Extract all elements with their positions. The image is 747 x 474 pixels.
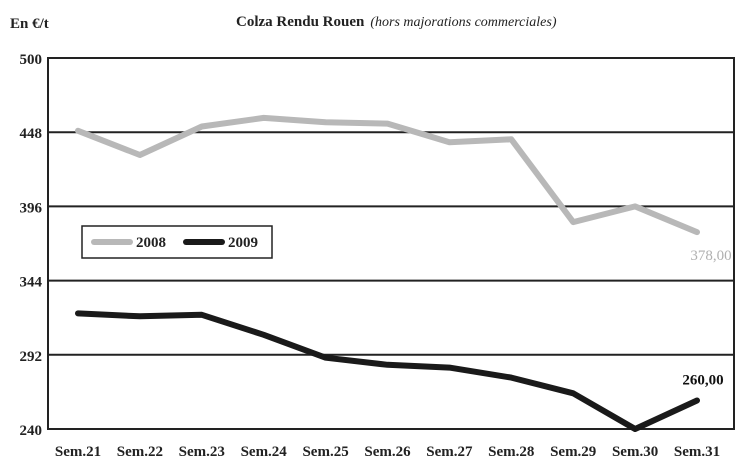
plot-frame bbox=[47, 57, 735, 430]
data-point-2008 bbox=[262, 116, 265, 119]
legend-label-2009: 2009 bbox=[228, 235, 258, 251]
x-tick-label: Sem.23 bbox=[179, 444, 225, 460]
data-point-2009 bbox=[262, 333, 265, 336]
unit-label: En €/t bbox=[10, 16, 49, 32]
x-tick-label: Sem.29 bbox=[550, 444, 596, 460]
data-label-2009: 260,00 bbox=[682, 372, 723, 388]
y-tick-label: 500 bbox=[20, 52, 43, 68]
legend-label-2008: 2008 bbox=[136, 235, 166, 251]
x-tick-label: Sem.31 bbox=[674, 444, 720, 460]
y-tick-label: 240 bbox=[20, 423, 43, 439]
data-point-2008 bbox=[386, 122, 389, 125]
y-tick-label: 396 bbox=[20, 200, 43, 216]
x-tick-label: Sem.28 bbox=[488, 444, 534, 460]
data-point-2008 bbox=[138, 154, 141, 157]
data-point-2009 bbox=[510, 376, 513, 379]
data-point-2009 bbox=[77, 312, 80, 315]
x-tick-label: Sem.30 bbox=[612, 444, 658, 460]
y-tick-label: 448 bbox=[20, 126, 43, 142]
chart-title: Colza Rendu Rouen bbox=[236, 14, 365, 30]
y-tick-label: 344 bbox=[20, 275, 43, 291]
x-tick-label: Sem.21 bbox=[55, 444, 101, 460]
chart-title-block: Colza Rendu Rouen (hors majorations comme… bbox=[236, 14, 557, 31]
legend-box bbox=[81, 225, 273, 259]
data-point-2008 bbox=[634, 205, 637, 208]
data-point-2008 bbox=[696, 231, 699, 234]
x-tick-label: Sem.25 bbox=[302, 444, 348, 460]
data-point-2008 bbox=[200, 125, 203, 128]
data-point-2008 bbox=[448, 141, 451, 144]
data-point-2009 bbox=[200, 313, 203, 316]
data-point-2009 bbox=[572, 392, 575, 395]
data-label-2008: 378,00 bbox=[690, 248, 731, 264]
x-tick-label: Sem.24 bbox=[241, 444, 288, 460]
data-point-2008 bbox=[324, 121, 327, 124]
data-point-2009 bbox=[386, 363, 389, 366]
data-point-2008 bbox=[572, 221, 575, 224]
data-point-2008 bbox=[77, 129, 80, 132]
x-tick-label: Sem.27 bbox=[426, 444, 473, 460]
chart-subtitle: (hors majorations commerciales) bbox=[370, 15, 557, 30]
x-tick-label: Sem.26 bbox=[364, 444, 411, 460]
data-point-2009 bbox=[324, 356, 327, 359]
data-point-2009 bbox=[696, 399, 699, 402]
x-tick-label: Sem.22 bbox=[117, 444, 163, 460]
series-line-2009 bbox=[75, 310, 700, 432]
series-line-2008 bbox=[75, 114, 700, 236]
data-point-2009 bbox=[138, 315, 141, 318]
data-point-2008 bbox=[510, 138, 513, 141]
data-point-2009 bbox=[448, 366, 451, 369]
y-tick-label: 292 bbox=[20, 349, 43, 365]
data-point-2009 bbox=[634, 428, 637, 431]
